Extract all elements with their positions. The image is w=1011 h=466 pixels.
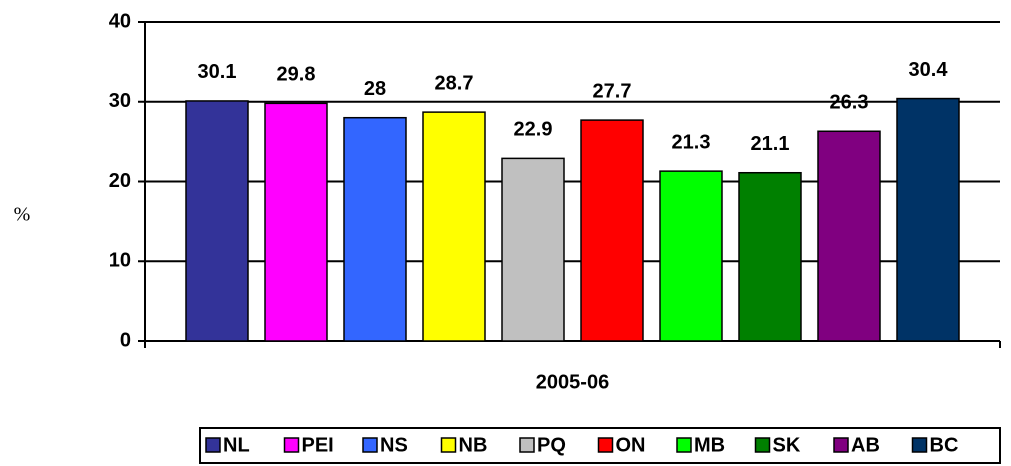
legend-label: NL: [223, 434, 250, 456]
legend-label: NB: [459, 434, 488, 456]
legend-swatch: [676, 437, 692, 453]
x-tick-label: 2005-06: [536, 371, 609, 393]
data-label: 21.3: [672, 131, 711, 153]
bar: [817, 130, 881, 342]
legend-label: AB: [851, 434, 880, 456]
data-label: 29.8: [277, 64, 316, 86]
legend-label: PQ: [537, 434, 566, 456]
legend-swatch: [440, 437, 457, 453]
legend-label: MB: [694, 434, 725, 456]
bar: [343, 116, 407, 342]
y-tick-label: 30: [109, 90, 131, 112]
legend-label: ON: [616, 434, 646, 456]
legend-swatch: [362, 437, 378, 453]
legend-swatch: [519, 437, 535, 453]
bar: [264, 102, 328, 342]
legend-swatch: [833, 437, 849, 453]
legend-label: NS: [380, 434, 408, 456]
bar: [422, 111, 486, 342]
legend-swatch: [597, 437, 614, 453]
data-label: 27.7: [593, 80, 632, 102]
bar: [896, 97, 960, 342]
y-axis-label: %: [14, 204, 31, 226]
y-tick-label: 0: [120, 329, 131, 351]
data-label: 28.7: [435, 72, 474, 94]
bar: [659, 170, 723, 342]
legend-swatch: [283, 437, 300, 453]
legend-swatch: [911, 437, 928, 453]
legend-label: SK: [773, 434, 801, 456]
bar: [501, 157, 565, 342]
data-label: 22.9: [514, 119, 553, 141]
bar: [580, 119, 644, 342]
y-tick-label: 10: [109, 250, 131, 272]
data-label: 21.1: [751, 133, 790, 155]
data-label: 30.4: [909, 59, 949, 81]
legend-swatch: [205, 437, 221, 453]
legend-label: PEI: [302, 434, 334, 456]
bar: [738, 171, 802, 342]
bar: [185, 100, 249, 342]
legend-label: BC: [930, 434, 959, 456]
y-tick-label: 20: [109, 170, 131, 192]
data-label: 30.1: [198, 61, 237, 83]
legend-swatch: [754, 437, 771, 453]
y-tick-label: 40: [109, 10, 131, 32]
data-label: 28: [364, 78, 386, 100]
data-label: 26.3: [830, 92, 869, 114]
